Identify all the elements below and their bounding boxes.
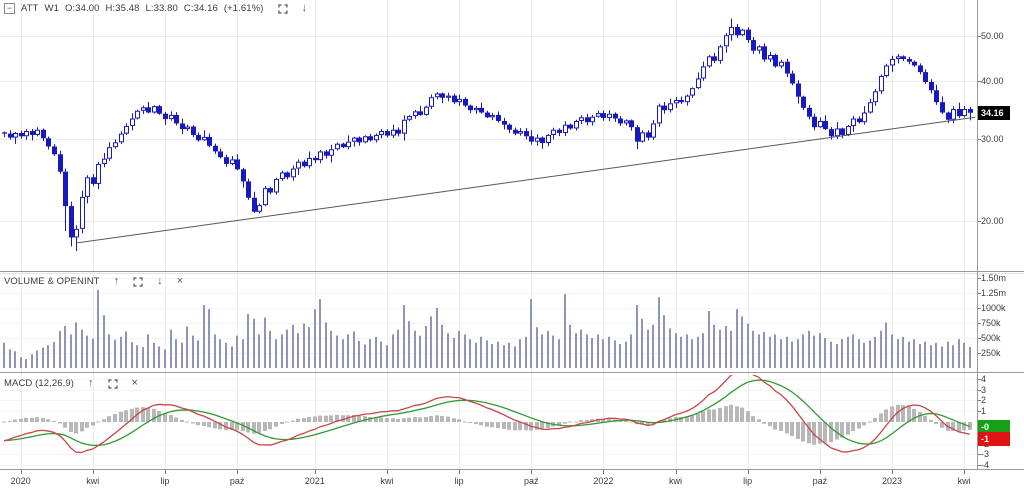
- time-axis-label: 2020: [10, 476, 31, 486]
- volume-axis-label: 250k: [981, 348, 1001, 358]
- macd-axis-label: 3: [981, 384, 987, 395]
- close-panel-icon[interactable]: ×: [176, 275, 183, 287]
- high-value: H:35.48: [105, 3, 140, 14]
- volume-axis-label: 1.25m: [981, 288, 1007, 298]
- time-axis-label: 2021: [304, 476, 325, 486]
- macd-axis-label: 4: [981, 373, 987, 384]
- macd-axis-label: -3: [981, 449, 990, 460]
- symbol-label: ATT: [21, 3, 39, 14]
- time-axis-label: kwi: [86, 476, 100, 486]
- macd-axis-label: 2: [981, 395, 987, 406]
- open-value: O:34.00: [65, 3, 100, 14]
- price-axis-label: 40.00: [981, 75, 1004, 86]
- time-axis-label: paź: [523, 476, 539, 486]
- time-axis-label: kwi: [957, 476, 971, 486]
- time-axis-label: paź: [229, 476, 245, 486]
- price-axis-label: 20.00: [981, 215, 1004, 226]
- time-axis-label: 2022: [593, 476, 614, 486]
- macd-panel-title: MACD (12,26,9): [4, 378, 75, 389]
- macd-value-badge: -1: [978, 432, 1010, 447]
- volume-axis-label: 1.50m: [981, 273, 1007, 283]
- change-value: (+1.61%): [223, 3, 264, 14]
- time-axis-label: kwi: [669, 476, 683, 486]
- macd-panel-header: MACD (12,26,9) ↑ ×: [4, 377, 138, 390]
- last-price-badge: 34.16: [978, 106, 1010, 121]
- time-axis-label: lip: [454, 476, 464, 486]
- timeframe-label: W1: [44, 3, 59, 14]
- time-axis-label: lip: [743, 476, 753, 486]
- price-axis-label: 30.00: [981, 133, 1004, 144]
- volume-axis-label: 500k: [981, 333, 1001, 343]
- macd-axis-label: -4: [981, 460, 990, 471]
- close-value: C:34.16: [183, 3, 218, 14]
- volume-axis-label: 1000k: [981, 303, 1006, 313]
- move-panel-down-icon[interactable]: ↓: [157, 275, 163, 287]
- close-panel-icon[interactable]: ×: [131, 377, 138, 389]
- low-value: L:33.80: [145, 3, 178, 14]
- collapse-panel-icon[interactable]: −: [4, 3, 15, 14]
- move-panel-down-icon[interactable]: ↓: [301, 2, 308, 14]
- maximize-panel-icon[interactable]: [277, 3, 288, 14]
- price-axis-label: 50.00: [981, 31, 1004, 41]
- volume-axis-label: 750k: [981, 318, 1001, 328]
- move-panel-up-icon[interactable]: ↑: [88, 377, 94, 389]
- volume-panel-title: VOLUME & OPENINT: [4, 276, 100, 287]
- price-panel-header: − ATT W1 O:34.00 H:35.48 L:33.80 C:34.16…: [4, 3, 307, 14]
- macd-axis-label: 1: [981, 406, 987, 417]
- maximize-panel-icon[interactable]: [107, 378, 118, 389]
- time-axis-label: paź: [812, 476, 828, 486]
- volume-panel-header: VOLUME & OPENINT ↑ ↓ ×: [4, 275, 183, 288]
- time-axis-label: kwi: [380, 476, 394, 486]
- time-axis-label: lip: [160, 476, 170, 486]
- maximize-panel-icon[interactable]: [133, 276, 143, 287]
- macd-signal-badge: -0: [978, 420, 1010, 435]
- time-axis-label: 2023: [881, 476, 903, 486]
- move-panel-up-icon[interactable]: ↑: [113, 275, 120, 287]
